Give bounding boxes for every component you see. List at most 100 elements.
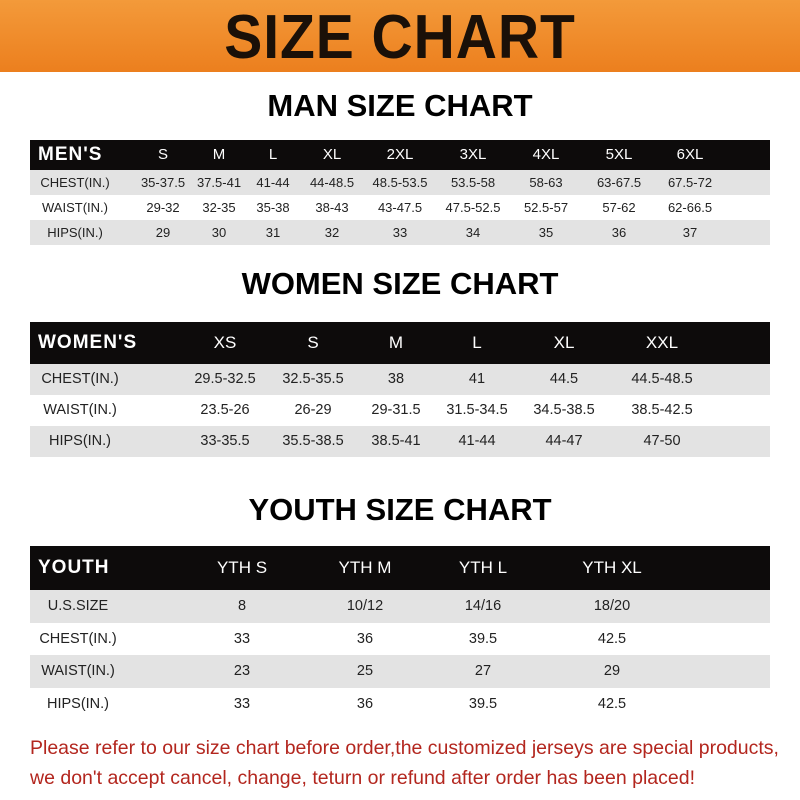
table-cell: 62-66.5 xyxy=(667,200,713,215)
table-cell: 26-29 xyxy=(294,402,332,418)
table-cell: 34.5-38.5 xyxy=(533,402,595,418)
table-cell: 18/20 xyxy=(593,598,631,614)
table-cell: 23.5-26 xyxy=(200,402,250,418)
table-header-row: YOUTH YTH S YTH M YTH L YTH XL xyxy=(30,546,770,590)
table-cell: 39.5 xyxy=(468,630,498,647)
table-header-row: MEN'S S M L XL 2XL 3XL 4XL 5XL 6XL xyxy=(30,140,770,170)
size-header-cell: YTH M xyxy=(338,558,392,577)
size-header-cell: YTH L xyxy=(458,558,508,577)
youth-section-title: YOUTH SIZE CHART xyxy=(248,492,552,527)
table-cell: 36 xyxy=(611,225,627,240)
measurement-label: CHEST(IN.) xyxy=(41,371,119,387)
table-cell: 44.5 xyxy=(549,371,579,387)
table-row: CHEST(IN.) 35-37.5 37.5-41 41-44 44-48.5 48.5… xyxy=(30,170,770,195)
measurement-label: HIPS(IN.) xyxy=(46,695,110,712)
measurement-label: HIPS(IN.) xyxy=(48,433,112,449)
table-cell: 37.5-41 xyxy=(196,175,242,190)
banner: SIZE CHART xyxy=(0,0,800,72)
page-title: SIZE CHART xyxy=(224,3,576,72)
size-header-cell: 6XL xyxy=(676,146,704,163)
table-cell: 31 xyxy=(265,225,281,240)
table-row: HIPS(IN.) 33-35.5 35.5-38.5 38.5-41 41-44 44-… xyxy=(30,426,770,457)
table-cell: 33 xyxy=(233,695,251,712)
measurement-label: WAIST(IN.) xyxy=(42,200,108,215)
table-cell: 36 xyxy=(356,695,374,712)
table-cell: 42.5 xyxy=(597,695,627,712)
size-header-cell: L xyxy=(472,333,482,352)
table-title-cell: WOMEN'S xyxy=(38,332,138,353)
table-row: WAIST(IN.) 23.5-26 26-29 29-31.5 31.5-34.5 34… xyxy=(30,395,770,426)
measurement-label: CHEST(IN.) xyxy=(39,630,117,647)
size-header-cell: YTH XL xyxy=(582,558,642,577)
table-cell: 14/16 xyxy=(464,598,502,614)
measurement-label: CHEST(IN.) xyxy=(40,175,110,190)
table-cell: 63-67.5 xyxy=(596,175,642,190)
table-cell: 33 xyxy=(392,225,408,240)
table-row: U.S.SIZE 8 10/12 14/16 18/20 xyxy=(30,590,770,623)
table-cell: 57-62 xyxy=(602,200,636,215)
table-cell: 67.5-72 xyxy=(667,175,713,190)
table-cell: 47-50 xyxy=(643,433,681,449)
table-cell: 32-35 xyxy=(202,200,236,215)
size-header-cell: 4XL xyxy=(532,146,560,163)
table-cell: 38.5-41 xyxy=(371,433,421,449)
table-cell: 38 xyxy=(387,371,405,387)
table-cell: 44.5-48.5 xyxy=(631,371,693,387)
table-cell: 58-63 xyxy=(529,175,563,190)
table-cell: 52.5-57 xyxy=(523,200,569,215)
size-header-cell: S xyxy=(307,333,319,352)
table-cell: 25 xyxy=(356,663,374,679)
measurement-label: HIPS(IN.) xyxy=(47,225,103,240)
table-cell: 35-37.5 xyxy=(140,175,186,190)
size-header-cell: M xyxy=(212,146,226,163)
size-header-cell: XS xyxy=(213,333,237,352)
size-header-cell: 3XL xyxy=(459,146,487,163)
size-header-cell: XL xyxy=(553,333,575,352)
table-cell: 48.5-53.5 xyxy=(372,175,428,190)
table-cell: 42.5 xyxy=(597,630,627,647)
size-header-cell: XXL xyxy=(645,333,679,352)
table-cell: 29 xyxy=(603,663,621,679)
table-cell: 41 xyxy=(468,371,486,387)
table-cell: 30 xyxy=(211,225,227,240)
notice-line-2: we don't accept cancel, change, teturn o… xyxy=(30,767,695,789)
table-cell: 8 xyxy=(237,598,247,614)
table-cell: 10/12 xyxy=(346,598,384,614)
size-header-cell: S xyxy=(157,146,169,163)
size-header-cell: YTH S xyxy=(216,558,268,577)
table-cell: 27 xyxy=(474,663,492,679)
notice-line-1: Please refer to our size chart before or… xyxy=(30,737,779,759)
size-header-cell: M xyxy=(388,333,404,352)
table-cell: 38.5-42.5 xyxy=(631,402,693,418)
table-cell: 37 xyxy=(682,225,698,240)
table-cell: 53.5-58 xyxy=(450,175,496,190)
table-cell: 32 xyxy=(324,225,340,240)
women-section-title: WOMEN SIZE CHART xyxy=(241,266,559,301)
size-header-cell: XL xyxy=(322,146,342,163)
table-cell: 33 xyxy=(233,630,251,647)
table-cell: 36 xyxy=(356,630,374,647)
table-title-cell: MEN'S xyxy=(38,144,103,165)
table-cell: 34 xyxy=(465,225,481,240)
size-header-cell: 2XL xyxy=(386,146,414,163)
table-title-cell: YOUTH xyxy=(38,557,110,578)
table-cell: 44-47 xyxy=(545,433,583,449)
table-row: HIPS(IN.) 29 30 31 32 33 34 35 36 37 xyxy=(30,220,770,245)
table-cell: 29 xyxy=(155,225,171,240)
table-row: WAIST(IN.) 29-32 32-35 35-38 38-43 43-47.5 47.… xyxy=(30,195,770,220)
table-cell: 39.5 xyxy=(468,695,498,712)
table-cell: 35.5-38.5 xyxy=(282,433,344,449)
table-cell: 31.5-34.5 xyxy=(446,402,508,418)
size-header-cell: 5XL xyxy=(605,146,633,163)
size-header-cell: L xyxy=(268,146,278,163)
order-notice: Please refer to our size chart before or… xyxy=(30,733,790,793)
table-cell: 32.5-35.5 xyxy=(282,371,344,387)
table-cell: 41-44 xyxy=(458,433,496,449)
table-cell: 38-43 xyxy=(315,200,349,215)
table-cell: 29.5-32.5 xyxy=(194,371,256,387)
men-section-title: MAN SIZE CHART xyxy=(267,88,533,123)
measurement-label: WAIST(IN.) xyxy=(43,402,117,418)
table-row: HIPS(IN.) 33 36 39.5 42.5 xyxy=(30,687,770,720)
table-cell: 29-31.5 xyxy=(371,402,421,418)
table-cell: 35 xyxy=(538,225,554,240)
